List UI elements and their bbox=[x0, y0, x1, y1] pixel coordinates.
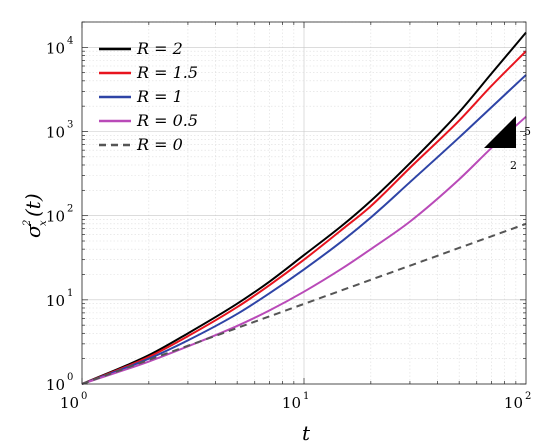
legend-label: R = 0 bbox=[136, 135, 183, 154]
x-tick-label-exponent: 0 bbox=[81, 391, 87, 402]
y-axis-label: σ 2 x (t) bbox=[21, 193, 49, 238]
y-tick-label-base: 10 bbox=[46, 292, 65, 310]
series-line-0 bbox=[81, 31, 527, 385]
legend-label: R = 2 bbox=[136, 39, 183, 58]
legend-item: R = 2 bbox=[99, 39, 183, 58]
ticks bbox=[81, 21, 526, 385]
legend-item: R = 0 bbox=[99, 135, 183, 154]
y-tick-label-exponent: 1 bbox=[67, 288, 73, 299]
legend-label: R = 0.5 bbox=[136, 111, 198, 130]
slope-rise-label: 5 bbox=[524, 125, 531, 138]
x-tick-label-exponent: 1 bbox=[303, 391, 309, 402]
series-line-4 bbox=[81, 222, 527, 385]
svg-text:x: x bbox=[38, 220, 49, 226]
y-tick-label: 10 3 bbox=[46, 120, 73, 142]
series-lines bbox=[81, 31, 527, 385]
x-tick-label-base: 10 bbox=[60, 394, 79, 412]
legend-item: R = 0.5 bbox=[99, 111, 198, 130]
y-tick-label-base: 10 bbox=[46, 376, 65, 394]
plot-frame bbox=[81, 21, 527, 385]
series-line-2 bbox=[81, 74, 527, 385]
x-axis-label: t bbox=[302, 421, 311, 445]
x-tick-label: 10 1 bbox=[282, 391, 309, 412]
tick-labels: 10 0 10 1 10 210 010 110 210 310 4 bbox=[46, 35, 531, 412]
legend-item: R = 1.5 bbox=[99, 63, 198, 82]
legend: R = 2 R = 1.5 R = 1 R = 0.5 R = 0 bbox=[99, 39, 198, 154]
slope-triangle: 52 bbox=[484, 116, 531, 172]
y-tick-label-exponent: 2 bbox=[67, 204, 73, 215]
legend-item: R = 1 bbox=[99, 87, 183, 106]
y-tick-label-base: 10 bbox=[46, 39, 65, 57]
x-tick-label-exponent: 2 bbox=[525, 391, 531, 402]
y-tick-label-exponent: 4 bbox=[67, 35, 73, 46]
svg-text:2: 2 bbox=[22, 220, 33, 227]
slope-triangle-shape bbox=[484, 116, 516, 148]
legend-label: R = 1.5 bbox=[136, 63, 198, 82]
legend-label: R = 1 bbox=[136, 87, 183, 106]
series-line-1 bbox=[81, 50, 527, 385]
x-tick-label-base: 10 bbox=[504, 394, 523, 412]
x-tick-label-base: 10 bbox=[282, 394, 301, 412]
y-tick-label-exponent: 0 bbox=[67, 372, 73, 383]
svg-text:σ: σ bbox=[21, 223, 45, 238]
y-tick-label: 10 1 bbox=[46, 288, 73, 310]
series-line-3 bbox=[81, 115, 527, 385]
x-tick-label: 10 0 bbox=[60, 391, 87, 412]
grid bbox=[81, 21, 526, 385]
y-tick-label: 10 0 bbox=[46, 372, 73, 394]
svg-text:(t): (t) bbox=[21, 193, 45, 217]
slope-run-label: 2 bbox=[510, 159, 517, 172]
y-tick-label: 10 2 bbox=[46, 204, 73, 226]
y-tick-label-exponent: 3 bbox=[67, 120, 73, 131]
y-tick-label-base: 10 bbox=[46, 208, 65, 226]
x-tick-label: 10 2 bbox=[504, 391, 531, 412]
y-tick-label: 10 4 bbox=[46, 35, 73, 57]
y-tick-label-base: 10 bbox=[46, 124, 65, 142]
